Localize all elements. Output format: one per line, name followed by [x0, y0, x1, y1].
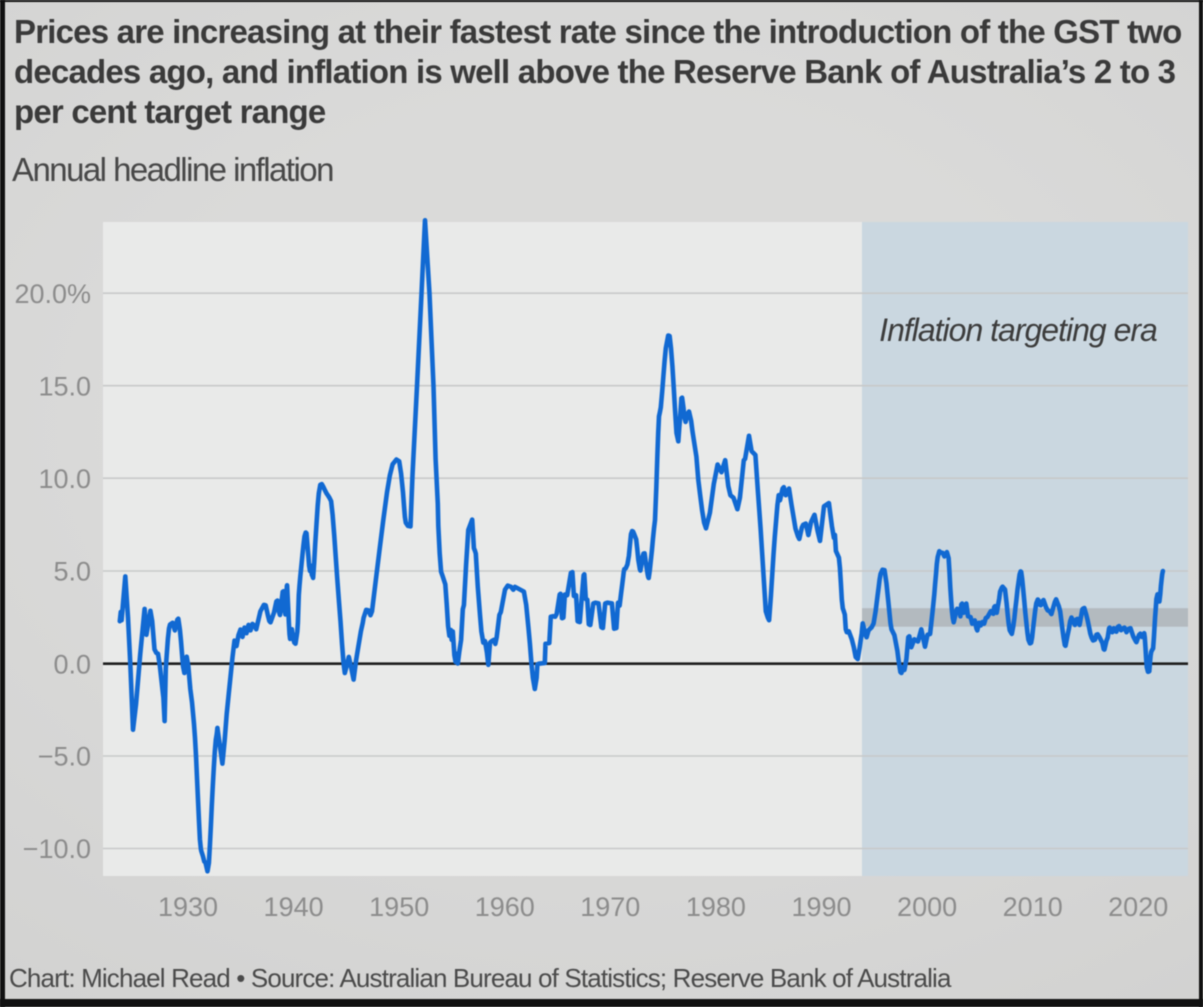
svg-text:−5.0: −5.0 [38, 742, 91, 772]
svg-text:1940: 1940 [264, 892, 324, 922]
svg-text:1960: 1960 [475, 892, 535, 922]
svg-text:20.0%: 20.0% [14, 279, 91, 309]
svg-text:0.0: 0.0 [53, 649, 91, 679]
svg-text:2020: 2020 [1108, 892, 1168, 922]
svg-text:5.0: 5.0 [53, 557, 91, 587]
svg-text:2000: 2000 [897, 892, 957, 922]
svg-text:1970: 1970 [580, 892, 640, 922]
svg-text:Inflation targeting era: Inflation targeting era [879, 312, 1157, 348]
svg-text:1980: 1980 [686, 892, 746, 922]
svg-text:1930: 1930 [158, 892, 218, 922]
svg-text:−10.0: −10.0 [23, 834, 91, 864]
svg-text:15.0: 15.0 [38, 371, 91, 401]
svg-text:1950: 1950 [369, 892, 429, 922]
svg-text:10.0: 10.0 [38, 464, 91, 494]
svg-text:2010: 2010 [1003, 892, 1063, 922]
svg-text:1990: 1990 [791, 892, 851, 922]
